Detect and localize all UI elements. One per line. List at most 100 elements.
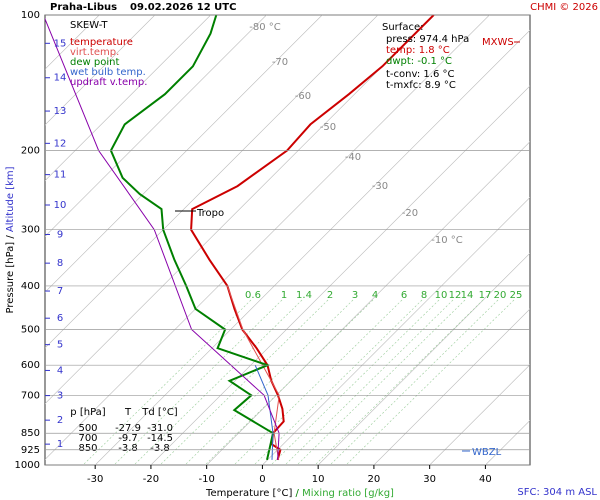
legend-entry: virt.temp.: [70, 47, 119, 58]
legend-entry: wet bulb temp.: [70, 67, 146, 78]
isotherm-label: -20: [402, 208, 418, 219]
x-axis-title: Temperature [°C] / Mixing ratio [g/kg]: [205, 488, 394, 499]
mixing-ratio-line: [184, 299, 354, 465]
table-cell: 500: [78, 423, 97, 434]
mixing-ratio-line: [345, 299, 515, 465]
y-tick-label: 1000: [15, 460, 40, 471]
isotherm: [45, 15, 267, 237]
x-tick-label: 10: [312, 474, 325, 485]
mixing-ratio-line: [270, 299, 440, 465]
isotherm: [373, 308, 530, 465]
y-label-sep: /: [5, 235, 16, 239]
y2-tick-label: 3: [57, 391, 63, 402]
surface-tmxfc: t-mxfc: 8.9 °C: [386, 80, 456, 91]
isotherm: [94, 29, 530, 465]
table-header: T: [124, 407, 132, 418]
isotherm: [45, 15, 490, 460]
mixing-ratio-label: 4: [372, 290, 378, 301]
y2-tick-label: 1: [57, 439, 63, 450]
y-tick-label: 400: [21, 281, 40, 292]
mixing-ratio-line: [204, 299, 374, 465]
mixing-ratio-label: 17: [479, 290, 492, 301]
mixing-ratio-label: 2: [327, 290, 333, 301]
isotherm: [541, 15, 600, 465]
y2-tick-label: 7: [57, 286, 63, 297]
y-tick-label: 200: [21, 145, 40, 156]
mixing-ratio-label: 20: [494, 290, 507, 301]
background-grid: [45, 15, 600, 465]
y2-tick-label: 4: [57, 365, 63, 376]
isotherm: [45, 15, 323, 293]
y2-tick-label: 12: [54, 138, 67, 149]
mixing-ratio-line: [314, 299, 484, 465]
surface-heading: Surface:: [382, 22, 423, 33]
mixing-ratio-label: 0.6: [245, 290, 261, 301]
isotherm-label: -50: [320, 122, 336, 133]
y-label: Pressure [hPa]: [5, 242, 16, 314]
wbzl-label: WBZL: [472, 447, 502, 458]
x2-label: Mixing ratio [g/kg]: [302, 488, 394, 499]
surface-temp: temp: 1.8 °C: [386, 45, 450, 56]
table-cell: 700: [78, 433, 97, 444]
x-label: Temperature [°C]: [205, 488, 292, 499]
table-cell: -14.5: [147, 433, 173, 444]
diagram-label: SKEW-T: [70, 20, 108, 31]
x-label-sep: /: [296, 488, 300, 499]
isotherm: [429, 364, 530, 465]
y2-tick-label: 10: [54, 200, 67, 211]
y-axis-title: Pressure [hPa] / Altitude [km]: [5, 166, 16, 313]
mixing-ratio-label: 14: [461, 290, 474, 301]
y2-tick-label: 15: [54, 38, 67, 49]
mixing-ratio-line: [159, 299, 329, 465]
profile-line: [254, 365, 274, 460]
mixing-ratio-label: 12: [449, 290, 462, 301]
surface-box: Surface: press: 974.4 hPa temp: 1.8 °C d…: [382, 22, 469, 91]
mixing-ratio-line: [253, 299, 423, 465]
sounding-table: p [hPa] T Td [°C] 500 -27.9 -31.0 700 -9.7 -14.5…: [70, 407, 178, 454]
tropo-label: Tropo: [196, 208, 224, 219]
y2-tick-label: 13: [54, 106, 67, 117]
table-header: Td [°C]: [141, 407, 178, 418]
x-tick-label: 0: [259, 474, 265, 485]
table-cell: -3.8: [150, 443, 170, 454]
mixing-ratio-line: [284, 299, 454, 465]
table-cell: -31.0: [147, 423, 173, 434]
table-cell: -3.8: [118, 443, 138, 454]
mixing-ratio-label: 1: [281, 290, 287, 301]
profile-line: [190, 15, 435, 461]
y2-label: Altitude [km]: [5, 166, 16, 232]
y-tick-label: 100: [21, 10, 40, 21]
profile-line: [109, 15, 275, 461]
x-tick-label: 40: [479, 474, 492, 485]
table-cell: -9.7: [118, 433, 138, 444]
x-tick-label: 20: [368, 474, 381, 485]
table-cell: -27.9: [115, 423, 141, 434]
isotherm-label: -80 °C: [249, 22, 281, 33]
mixing-ratio-label: 25: [510, 290, 523, 301]
mixing-ratio-label: 6: [401, 290, 407, 301]
isotherm: [317, 252, 530, 465]
x-tick-label: -20: [143, 474, 159, 485]
isotherm-label: -60: [295, 91, 311, 102]
mixing-ratio-line: [233, 299, 403, 465]
isotherm: [45, 15, 211, 182]
legend-entry: dew point: [70, 57, 119, 68]
y2-tick-label: 8: [57, 258, 63, 269]
mixing-ratio-label: 8: [421, 290, 427, 301]
y-tick-label: 600: [21, 360, 40, 371]
x-tick-label: -30: [87, 474, 103, 485]
isotherm-label: -10 °C: [431, 235, 463, 246]
y2-tick-label: 9: [57, 229, 63, 240]
y-tick-label: 500: [21, 325, 40, 336]
legend-entry: updraft v.temp.: [70, 77, 147, 88]
mixing-ratio-label: 10: [435, 290, 448, 301]
isotherm-label: -30: [372, 181, 388, 192]
isotherm-label: -40: [345, 152, 361, 163]
isotherm: [150, 85, 530, 465]
sfc-label: SFC: 304 m ASL: [517, 487, 597, 498]
surface-press: press: 974.4 hPa: [386, 34, 469, 45]
chart-title: Praha-Libus: [50, 2, 117, 13]
y2-tick-label: 6: [57, 313, 63, 324]
chart-subtitle: 09.02.2026 12 UTC: [130, 2, 236, 13]
